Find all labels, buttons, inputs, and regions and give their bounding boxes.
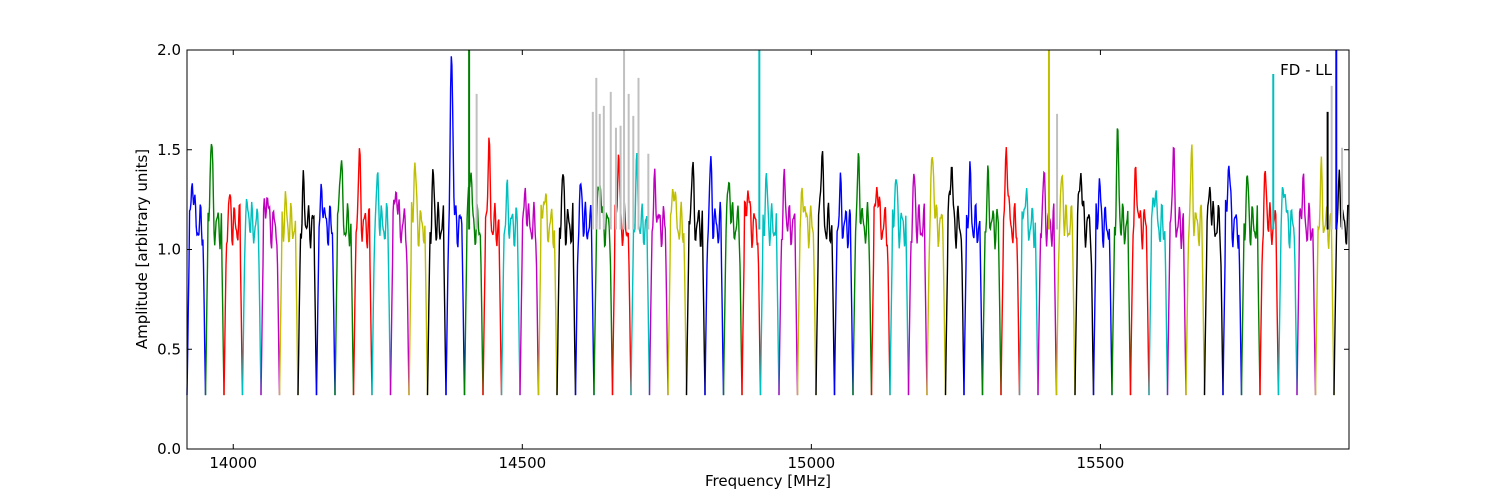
- x-axis-label: Frequency [MHz]: [705, 472, 831, 490]
- channel-series-line: [556, 174, 577, 396]
- channel-series-line: [1240, 175, 1261, 396]
- channel-series-line: [260, 197, 281, 396]
- y-tick-label: 0.0: [157, 440, 181, 458]
- channel-series-line: [519, 187, 540, 396]
- channel-series-line: [741, 190, 762, 396]
- channel-series-line: [241, 198, 262, 396]
- channel-series-line: [334, 160, 355, 396]
- y-tick-label: 1.5: [157, 141, 181, 159]
- channel-series-line: [1018, 188, 1039, 396]
- channel-series-line: [667, 188, 688, 396]
- x-tick-label: 14500: [498, 454, 546, 472]
- channel-series-line: [889, 179, 910, 396]
- channel-series-line: [426, 169, 447, 396]
- channel-series-line: [759, 173, 780, 396]
- channel-series-line: [315, 183, 336, 396]
- channel-series-line: [186, 183, 207, 396]
- x-tick-label: 15000: [787, 454, 835, 472]
- channel-series-line: [1166, 146, 1187, 396]
- channel-series-line: [648, 168, 669, 396]
- channel-series-line: [944, 166, 965, 396]
- channel-series-line: [1203, 186, 1224, 396]
- channel-series-line: [833, 172, 854, 396]
- plot-area: [186, 50, 1350, 396]
- channel-series-line: [1277, 186, 1298, 396]
- channel-series-line: [408, 162, 429, 396]
- channel-series-line: [1092, 178, 1113, 396]
- channel-series-line: [870, 186, 891, 396]
- channel-series-line: [926, 157, 947, 396]
- channel-series-line: [500, 179, 521, 396]
- channel-series-line: [371, 172, 392, 396]
- y-axis-label: Amplitude [arbitrary units]: [133, 149, 151, 349]
- channel-series-line: [981, 165, 1002, 396]
- channel-series-line: [204, 143, 225, 396]
- channel-series-line: [1148, 190, 1169, 396]
- y-tick-label: 0.5: [157, 340, 181, 358]
- channel-series-line: [297, 170, 318, 396]
- channel-series-line: [1222, 165, 1243, 396]
- channel-series-line: [1259, 170, 1280, 396]
- x-axis: 14000 14500 15000 15500: [209, 50, 1124, 472]
- x-tick-label: 15500: [1077, 454, 1125, 472]
- x-tick-label: 14000: [209, 454, 257, 472]
- channel-series-line: [852, 153, 873, 396]
- channel-series-line: [1000, 147, 1021, 396]
- channel-series-line: [463, 172, 484, 396]
- chart-annotation: FD - LL: [1280, 61, 1332, 79]
- channel-series-line: [537, 193, 558, 396]
- channel-series-line: [704, 156, 725, 396]
- channel-series-line: [1074, 173, 1095, 396]
- channel-series-line: [1296, 173, 1317, 396]
- channel-series-line: [685, 161, 706, 396]
- channel-series-line: [482, 137, 503, 396]
- channel-series-line: [796, 187, 817, 396]
- channel-series-line: [1129, 166, 1150, 396]
- channel-series-line: [389, 190, 410, 396]
- channel-series-line: [815, 151, 836, 396]
- channel-series-line: [963, 161, 984, 396]
- channel-series-line: [574, 182, 595, 396]
- channel-series-line: [352, 148, 373, 396]
- plot-frame: [186, 49, 1350, 450]
- channel-series-line: [445, 56, 466, 396]
- channel-series-line: [778, 168, 799, 396]
- channel-series-line: [1037, 170, 1058, 396]
- channel-series-line: [1055, 174, 1076, 396]
- channel-series-line: [907, 173, 928, 396]
- channel-series-line: [1111, 128, 1132, 396]
- channel-series-line: [722, 181, 743, 396]
- channel-series-line: [223, 194, 244, 396]
- y-tick-label: 2.0: [157, 41, 181, 59]
- channel-series-line: [278, 191, 299, 396]
- y-tick-label: 1.0: [157, 241, 181, 259]
- channel-series-line: [1185, 144, 1206, 396]
- y-axis: 0.0 0.5 1.0 1.5 2.0: [157, 41, 1349, 458]
